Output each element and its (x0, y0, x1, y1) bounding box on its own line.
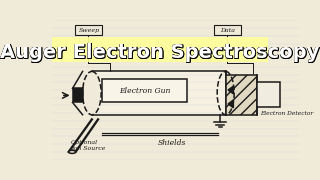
Text: Auger Electron Spectroscopy: Auger Electron Spectroscopy (0, 43, 319, 62)
Text: Data: Data (220, 28, 235, 33)
Bar (92, 71, 226, 115)
Text: Auger Electron Spectroscopy: Auger Electron Spectroscopy (1, 43, 320, 62)
Text: Auger Electron Spectroscopy: Auger Electron Spectroscopy (0, 44, 319, 63)
Text: Electron Gun: Electron Gun (119, 87, 170, 95)
Text: Auger Electron Spectroscopy: Auger Electron Spectroscopy (1, 43, 320, 62)
Ellipse shape (69, 150, 76, 153)
Text: Auger Electron Spectroscopy: Auger Electron Spectroscopy (0, 44, 320, 63)
Bar (214, 25, 241, 35)
Text: Electron Detector: Electron Detector (260, 111, 314, 116)
Polygon shape (228, 86, 233, 94)
Ellipse shape (83, 71, 101, 115)
Bar (102, 79, 187, 102)
Text: Sweep: Sweep (79, 28, 100, 33)
Text: Auger Electron Spectroscopy: Auger Electron Spectroscopy (0, 43, 319, 62)
Text: Auger Electron Spectroscopy: Auger Electron Spectroscopy (1, 44, 320, 63)
Text: Auger Electron Spectroscopy: Auger Electron Spectroscopy (0, 43, 320, 62)
Bar (52, 37, 268, 62)
Text: Auger Electron Spectroscopy: Auger Electron Spectroscopy (0, 43, 320, 62)
Bar (226, 75, 257, 115)
Text: Shields: Shields (157, 139, 186, 147)
Bar (75, 25, 102, 35)
Bar (257, 82, 280, 107)
Polygon shape (228, 100, 233, 108)
Text: Optional
Ion Source: Optional Ion Source (71, 140, 106, 151)
Bar (73, 88, 83, 102)
